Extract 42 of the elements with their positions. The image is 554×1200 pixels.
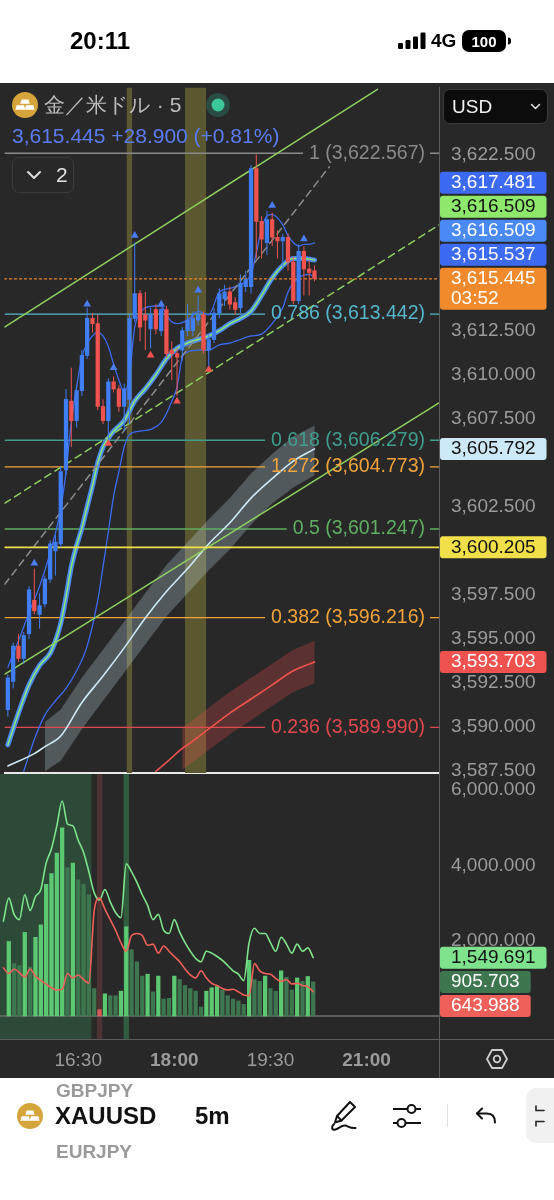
text: 5m — [195, 1101, 230, 1131]
text: USD — [452, 95, 493, 119]
y-tick-label: 3,590.000 — [451, 715, 536, 737]
data-label: 3,600.205 — [451, 535, 536, 557]
y-tick-label: 3,622.500 — [451, 142, 536, 164]
text: 3,605.792 — [451, 437, 536, 459]
y-tick-label: 2,000.000 — [451, 928, 536, 950]
y-tick-label: 3,597.500 — [451, 583, 536, 605]
x-tick-label: 21:00 — [342, 1048, 391, 1070]
y-tick-label: 4,000.000 — [451, 853, 536, 875]
text: 4G — [431, 29, 457, 53]
text: 100 — [471, 31, 497, 51]
ref-line-label: 0.5 (3,601.247) — [292, 516, 425, 539]
text: 3,616.509 — [451, 195, 536, 217]
text: 643.988 — [451, 994, 520, 1016]
text: EURJPY — [56, 1140, 133, 1164]
y-tick-label: 3,602.500 — [451, 495, 536, 517]
x-tick-label: 19:30 — [246, 1048, 295, 1070]
x-tick-label: 18:00 — [150, 1048, 199, 1070]
text: GBPJPY — [56, 1079, 134, 1103]
text: 3,593.703 — [451, 650, 536, 672]
ref-line-label: 1 (3,622.567) — [308, 140, 425, 163]
text: 905.703 — [451, 970, 520, 992]
x-tick-label: 16:30 — [54, 1048, 102, 1070]
y-tick-label: 6,000.000 — [451, 778, 536, 800]
y-tick-label: 3,595.000 — [451, 627, 536, 649]
y-tick-label: 3,592.500 — [451, 671, 536, 693]
y-tick-label: 3,610.000 — [451, 362, 536, 384]
text: 3,616.509 — [451, 219, 536, 241]
text: XAUUSD — [55, 1101, 157, 1131]
text: 3,615.445 +28.900 (+0.81%) — [12, 123, 280, 149]
data-label: 3,615.445 03:52 — [451, 267, 536, 309]
y-tick-label: 3,587.500 — [451, 759, 536, 781]
ref-line-label: 0.236 (3,589.990) — [271, 714, 425, 737]
ref-line-label: 0.382 (3,596.216) — [271, 605, 425, 628]
y-tick-label: 3,612.500 — [451, 318, 536, 340]
text: 20:11 — [70, 26, 131, 56]
annotation: 2 — [56, 162, 68, 188]
y-tick-label: 3,607.500 — [451, 407, 536, 429]
text: 3,617.481 — [451, 171, 536, 193]
text: 3,615.537 — [451, 243, 536, 265]
chart-title: 金／米ドル · 5 — [44, 92, 182, 118]
